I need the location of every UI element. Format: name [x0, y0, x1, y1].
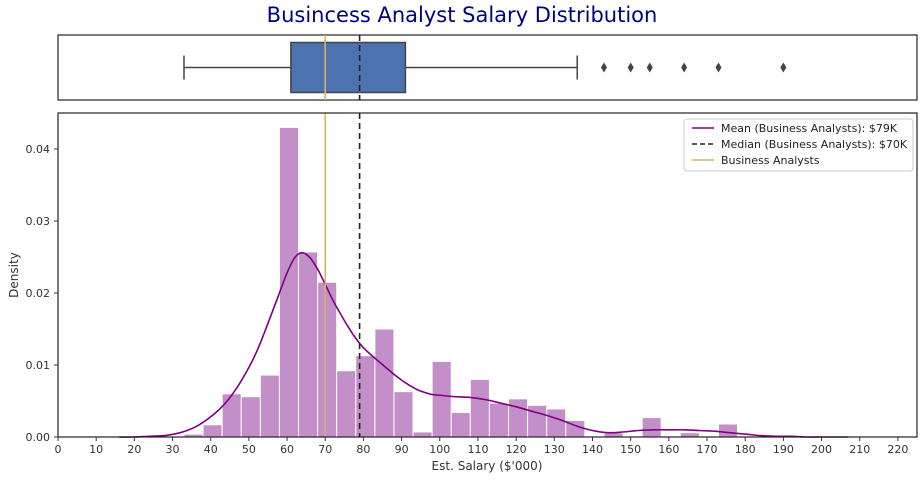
histogram-bar: [202, 424, 223, 438]
x-tick-label: 160: [658, 443, 679, 456]
y-tick-label: 0.01: [26, 359, 51, 372]
box-outlier: [715, 62, 722, 73]
x-tick-label: 90: [395, 443, 409, 456]
x-tick-label: 110: [467, 443, 488, 456]
x-tick-label: 30: [166, 443, 180, 456]
x-tick-label: 60: [280, 443, 294, 456]
legend-label: Business Analysts: [721, 154, 820, 167]
x-tick-label: 0: [55, 443, 62, 456]
histogram-bar: [393, 391, 414, 438]
box-iqr: [290, 41, 407, 94]
chart-title: Busincess Analyst Salary Distribution: [267, 3, 658, 27]
x-tick-label: 80: [356, 443, 370, 456]
histogram-bar: [317, 281, 338, 438]
box-outlier: [627, 62, 634, 73]
histogram-bar: [488, 402, 509, 438]
y-axis-ticks: 0.00 0.01 0.02 0.03 0.04: [26, 143, 58, 444]
histogram-bar: [374, 328, 395, 438]
x-tick-label: 50: [242, 443, 256, 456]
legend-label: Median (Business Analysts): $70K: [721, 138, 908, 151]
histogram-panel: 0 10 20 30 40 50 60 70 80 90 100 110 120 130 140 150 160…: [7, 112, 918, 473]
legend-label: Mean (Business Analysts): $79K: [721, 122, 898, 135]
kde-curve: [119, 251, 849, 438]
legend: Mean (Business Analysts): $79K Median (Bu…: [683, 118, 914, 172]
histogram-bar: [221, 393, 242, 438]
histogram-bar: [717, 423, 739, 438]
x-tick-label: 140: [582, 443, 603, 456]
histogram-bar: [298, 251, 319, 438]
x-tick-label: 190: [773, 443, 794, 456]
x-tick-label: 70: [318, 443, 332, 456]
histogram-bar: [355, 355, 376, 438]
box-plot-panel: [57, 34, 918, 101]
histogram-bar: [240, 396, 261, 438]
histogram-bar: [431, 360, 452, 438]
histogram-bar: [450, 412, 471, 438]
y-tick-label: 0.00: [26, 431, 51, 444]
y-tick-label: 0.02: [26, 287, 51, 300]
box-marks: [183, 35, 787, 100]
histogram-bar: [336, 370, 357, 438]
x-tick-label: 150: [620, 443, 641, 456]
histogram-bars: [183, 126, 739, 438]
x-tick-label: 100: [429, 443, 450, 456]
x-axis-ticks: 0 10 20 30 40 50 60 70 80 90 100 110 120 130 140 150 160…: [55, 437, 908, 456]
x-tick-label: 200: [811, 443, 832, 456]
histogram-bar: [679, 432, 700, 438]
x-tick-label: 210: [849, 443, 870, 456]
histogram-bar: [469, 378, 490, 438]
histogram-bar: [546, 408, 567, 438]
box-outlier: [600, 62, 607, 73]
x-tick-label: 40: [204, 443, 218, 456]
x-tick-label: 130: [544, 443, 565, 456]
histogram-bar: [507, 398, 529, 438]
legend-frame: [683, 118, 914, 172]
box-outlier: [646, 62, 653, 73]
x-tick-label: 20: [127, 443, 141, 456]
x-tick-label: 180: [735, 443, 756, 456]
histogram-panel-frame: [57, 112, 918, 438]
histogram-bar: [641, 417, 662, 438]
x-tick-label: 220: [887, 443, 908, 456]
x-tick-label: 120: [506, 443, 527, 456]
x-tick-label: 170: [697, 443, 718, 456]
box-outlier: [681, 62, 688, 73]
box-outlier: [780, 62, 787, 73]
x-tick-label: 10: [89, 443, 103, 456]
reference-lines: [324, 113, 361, 437]
y-tick-label: 0.04: [26, 143, 51, 156]
histogram-bar: [278, 126, 300, 438]
y-axis-label: Density: [7, 252, 21, 298]
x-axis-label: Est. Salary ($'000): [432, 459, 543, 473]
histogram-bar: [412, 431, 433, 438]
histogram-bar: [259, 374, 280, 438]
y-tick-label: 0.03: [26, 215, 51, 228]
